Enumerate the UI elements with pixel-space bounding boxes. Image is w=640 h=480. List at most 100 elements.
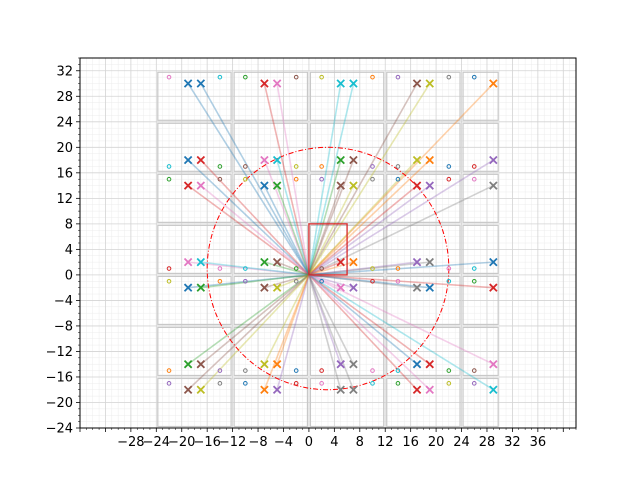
x-marker-stroke [336, 283, 345, 292]
y-tick-label: 8 [65, 217, 73, 232]
small-marker [395, 266, 401, 271]
small-marker [319, 278, 324, 284]
x-tick-label: 16 [402, 435, 419, 450]
tile-outline [157, 173, 232, 223]
x-tick-label: 32 [504, 435, 521, 450]
small-marker [370, 164, 375, 169]
x-marker-stroke [489, 181, 498, 190]
x-marker [183, 155, 193, 165]
tile-outline [462, 275, 499, 326]
x-marker-stroke [272, 359, 282, 369]
x-tick-label: −8 [248, 435, 267, 450]
small-marker [319, 176, 324, 182]
x-marker-stroke [183, 79, 193, 88]
ray-line [308, 185, 355, 276]
tile-outline [233, 275, 309, 326]
ray-line [264, 261, 310, 276]
x-marker [336, 283, 345, 292]
small-marker [166, 164, 172, 169]
ray-line [308, 184, 431, 276]
small-markers [166, 74, 477, 386]
x-marker [412, 181, 422, 190]
x-tick-label: −16 [193, 435, 220, 450]
x-tick-label: −4 [274, 435, 293, 450]
ray-line [308, 274, 494, 391]
x-marker [336, 155, 345, 165]
x-marker [489, 155, 498, 165]
tile-outline [157, 224, 232, 274]
small-marker [293, 176, 299, 182]
tile-outline [386, 326, 461, 377]
small-marker [166, 74, 172, 80]
x-marker [196, 385, 206, 394]
small-marker [446, 266, 452, 271]
small-marker [319, 381, 324, 386]
x-marker [272, 181, 282, 190]
ray-line [264, 274, 310, 289]
tile-outline [309, 173, 385, 223]
x-marker-stroke [336, 181, 345, 190]
x-marker-stroke [183, 181, 193, 190]
small-marker [217, 164, 223, 169]
x-marker-stroke [489, 385, 498, 394]
ray-line [308, 274, 418, 289]
x-marker-stroke [412, 283, 422, 292]
x-marker [196, 79, 206, 88]
small-marker [370, 266, 375, 271]
x-marker [412, 283, 422, 292]
small-marker [319, 164, 324, 169]
x-marker-stroke [196, 359, 206, 369]
ray-line [308, 274, 418, 365]
x-marker [425, 359, 434, 369]
small-marker [471, 368, 477, 373]
x-marker [349, 359, 358, 369]
tile-outline [157, 377, 232, 428]
ray-line [308, 82, 494, 276]
small-marker [166, 278, 172, 284]
x-marker [349, 385, 358, 394]
x-marker [183, 181, 193, 190]
tile-outline [233, 326, 309, 377]
x-marker-stroke [489, 359, 498, 369]
x-marker [489, 283, 498, 292]
small-marker [243, 266, 248, 271]
tile-outline [462, 173, 499, 223]
small-marker [319, 368, 324, 373]
x-marker [183, 359, 193, 369]
x-marker-stroke [425, 283, 434, 292]
x-marker-stroke [196, 257, 206, 267]
x-marker [425, 283, 434, 292]
small-marker [243, 278, 248, 284]
small-marker [217, 176, 223, 182]
x-marker-stroke [196, 79, 206, 88]
x-marker [272, 283, 282, 292]
x-marker-stroke [412, 155, 422, 165]
ray-lines [187, 82, 494, 391]
ray-line [308, 185, 342, 276]
x-marker-stroke [349, 257, 358, 267]
x-marker-stroke [349, 79, 358, 88]
small-marker [471, 74, 477, 80]
x-tick-label: 24 [453, 435, 470, 450]
y-tick-label: 32 [56, 64, 73, 79]
x-tick-label: −12 [219, 435, 246, 450]
small-marker [243, 368, 248, 373]
small-marker [370, 278, 375, 284]
x-marker [272, 359, 282, 369]
x-marker-stroke [260, 79, 269, 88]
x-tick-label: 20 [428, 435, 445, 450]
ray-line [308, 274, 418, 391]
x-marker [183, 79, 193, 88]
tile-outline [386, 377, 461, 428]
small-marker [217, 278, 223, 284]
x-tick-label: 28 [479, 435, 496, 450]
x-tick-label: 4 [330, 435, 338, 450]
small-marker [293, 74, 299, 80]
tile-outline [309, 71, 385, 121]
small-marker [293, 368, 299, 373]
small-marker [166, 368, 172, 373]
dash-dot-circle [206, 146, 450, 391]
x-marker-stroke [425, 155, 434, 165]
x-marker [336, 181, 345, 190]
x-marker [349, 79, 358, 88]
